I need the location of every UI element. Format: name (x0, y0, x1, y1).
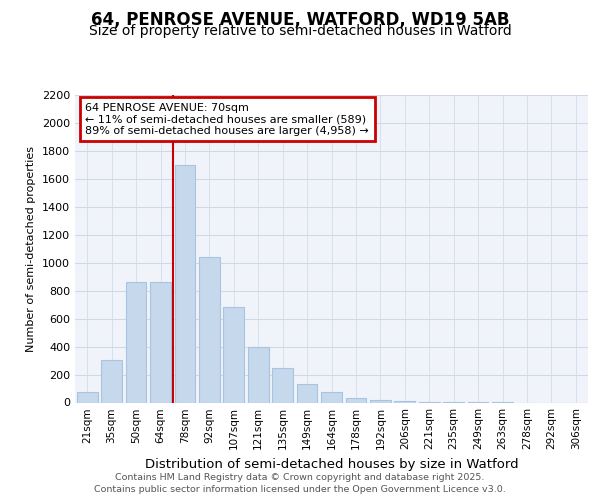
Bar (150, 282, 171, 403)
Bar (296, 384, 317, 402)
Y-axis label: Number of semi-detached properties: Number of semi-detached properties (26, 146, 37, 352)
Text: 64 PENROSE AVENUE: 70sqm
← 11% of semi-detached houses are smaller (589)
89% of : 64 PENROSE AVENUE: 70sqm ← 11% of semi-d… (85, 102, 369, 136)
Bar (101, 360, 122, 403)
Bar (125, 282, 146, 403)
Bar (370, 400, 391, 402)
Bar (248, 346, 269, 403)
X-axis label: Distribution of semi-detached houses by size in Watford: Distribution of semi-detached houses by … (145, 458, 518, 471)
Text: Contains HM Land Registry data © Crown copyright and database right 2025.
Contai: Contains HM Land Registry data © Crown c… (94, 472, 506, 494)
Text: 64, PENROSE AVENUE, WATFORD, WD19 5AB: 64, PENROSE AVENUE, WATFORD, WD19 5AB (91, 11, 509, 29)
Bar (199, 257, 220, 402)
Bar (346, 398, 367, 402)
Bar (321, 392, 342, 402)
Bar (175, 165, 196, 402)
Bar (77, 392, 98, 402)
Text: Size of property relative to semi-detached houses in Watford: Size of property relative to semi-detach… (89, 24, 511, 38)
Bar (394, 401, 415, 402)
Bar (272, 368, 293, 402)
Bar (223, 308, 244, 402)
